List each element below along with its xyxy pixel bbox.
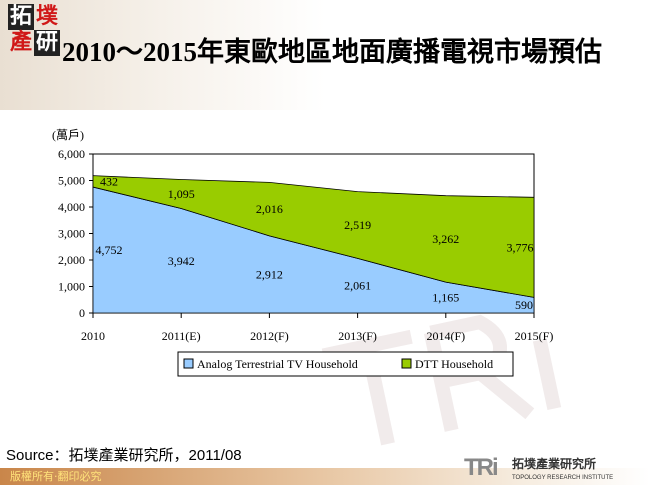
data-label-dtt: 1,095 [168, 187, 195, 201]
logo: 拓 墣 產 研 [8, 4, 60, 56]
y-tick-label: 6,000 [58, 147, 85, 161]
y-tick-label: 3,000 [58, 227, 85, 241]
logo-char: 研 [34, 30, 60, 56]
series-area-dtt [92, 175, 535, 298]
data-label-analog: 1,165 [432, 291, 459, 305]
y-tick-label: 1,000 [58, 280, 85, 294]
data-label-analog: 3,942 [168, 254, 195, 268]
data-label-dtt: 3,776 [507, 240, 534, 254]
header-background [0, 0, 650, 110]
footer-bar [0, 468, 650, 485]
logo-char: 產 [9, 30, 32, 55]
logo-char: 墣 [35, 4, 58, 29]
tri-logo-en: TOPOLOGY RESEARCH INSTITUTE [512, 475, 614, 481]
source-note: Source：拓墣產業研究所，2011/08 [6, 447, 242, 464]
tri-logo-mark: TRi [464, 454, 499, 481]
copyright-text: 版權所有‧翻印必究 [10, 470, 102, 483]
legend [177, 351, 514, 377]
data-label-dtt: 2,519 [344, 218, 371, 232]
x-tick-label: 2014(F) [426, 329, 465, 343]
x-tick-label: 2011(E) [162, 329, 201, 343]
page-title: 2010～2015年東歐地區地面廣播電視市場預估 [62, 37, 602, 67]
y-tick-label: 2,000 [58, 253, 85, 267]
legend-swatch-dtt [401, 358, 412, 369]
y-axis-unit: (萬戶) [52, 128, 84, 142]
data-label-analog: 4,752 [96, 243, 123, 257]
logo-char: 拓 [8, 4, 34, 30]
legend-label-dtt: DTT Household [415, 357, 493, 371]
y-tick-label: 4,000 [58, 200, 85, 214]
x-tick-label: 2013(F) [338, 329, 377, 343]
y-tick-label: 0 [79, 306, 85, 320]
data-label-dtt: 3,262 [432, 232, 459, 246]
legend-swatch-analog [183, 358, 194, 369]
data-label-dtt: 2,016 [256, 202, 283, 216]
x-tick-label: 2015(F) [515, 329, 554, 343]
data-label-analog: 590 [515, 298, 533, 312]
data-label-analog: 2,912 [256, 267, 283, 281]
x-tick-label: 2012(F) [250, 329, 289, 343]
x-tick-label: 2010 [81, 329, 105, 343]
y-tick-label: 5,000 [58, 174, 85, 188]
tri-logo-cn: 拓墣產業研究所 [512, 457, 597, 471]
data-label-dtt: 432 [100, 174, 118, 188]
data-label-analog: 2,061 [344, 279, 371, 293]
legend-label-analog: Analog Terrestrial TV Household [197, 357, 358, 371]
